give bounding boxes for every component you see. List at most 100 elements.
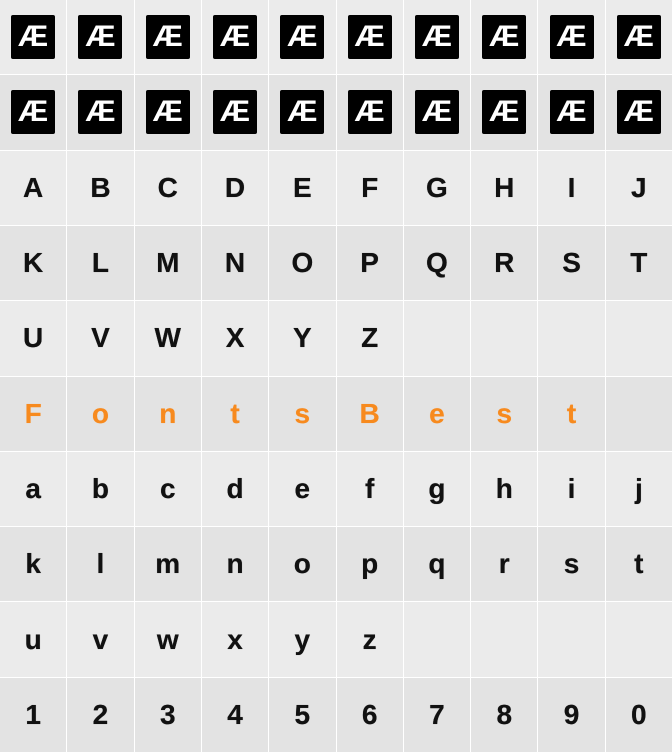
glyph-cell: a — [0, 452, 66, 526]
glyph-cell: 4 — [202, 678, 268, 752]
glyph-char: 9 — [564, 699, 580, 731]
ae-glyph-box: Æ — [280, 90, 324, 134]
glyph-char: C — [158, 172, 178, 204]
glyph-cell: M — [135, 226, 201, 300]
glyph-char: B — [90, 172, 110, 204]
glyph-char: 8 — [496, 699, 512, 731]
glyph-cell — [471, 301, 537, 375]
glyph-cell: 5 — [269, 678, 335, 752]
glyph-char: b — [92, 473, 109, 505]
glyph-cell: S — [538, 226, 604, 300]
glyph-char: L — [92, 247, 109, 279]
glyph-char: w — [157, 624, 179, 656]
glyph-char: e — [429, 398, 445, 430]
glyph-char: H — [494, 172, 514, 204]
glyph-cell: e — [404, 377, 470, 451]
glyph-cell — [606, 377, 672, 451]
glyph-char: 2 — [93, 699, 109, 731]
glyph-cell — [538, 602, 604, 676]
glyph-cell: k — [0, 527, 66, 601]
glyph-cell: t — [538, 377, 604, 451]
glyph-cell: c — [135, 452, 201, 526]
glyph-char: u — [25, 624, 42, 656]
glyph-cell — [538, 301, 604, 375]
glyph-char: N — [225, 247, 245, 279]
glyph-cell: 3 — [135, 678, 201, 752]
glyph-cell: Æ — [269, 0, 335, 74]
ae-glyph-box: Æ — [146, 90, 190, 134]
glyph-cell: r — [471, 527, 537, 601]
glyph-char: F — [25, 398, 42, 430]
glyph-cell: I — [538, 151, 604, 225]
glyph-cell: Æ — [337, 75, 403, 149]
glyph-char: Y — [293, 322, 312, 354]
glyph-char: P — [360, 247, 379, 279]
font-glyph-grid: ÆÆÆÆÆÆÆÆÆÆÆÆÆÆÆÆÆÆÆÆABCDEFGHIJKLMNOPQRST… — [0, 0, 672, 752]
glyph-char: X — [226, 322, 245, 354]
ae-glyph-box: Æ — [11, 90, 55, 134]
glyph-char: f — [365, 473, 374, 505]
glyph-char: 6 — [362, 699, 378, 731]
glyph-cell: F — [0, 377, 66, 451]
glyph-char: t — [230, 398, 239, 430]
glyph-cell — [606, 301, 672, 375]
glyph-cell: p — [337, 527, 403, 601]
glyph-cell: 6 — [337, 678, 403, 752]
glyph-cell: Æ — [202, 0, 268, 74]
glyph-cell: Q — [404, 226, 470, 300]
glyph-cell: Æ — [471, 0, 537, 74]
glyph-cell: Z — [337, 301, 403, 375]
glyph-cell: Æ — [538, 0, 604, 74]
glyph-char: I — [568, 172, 576, 204]
glyph-char: g — [428, 473, 445, 505]
ae-glyph-box: Æ — [482, 15, 526, 59]
glyph-cell: 2 — [67, 678, 133, 752]
glyph-cell: l — [67, 527, 133, 601]
ae-glyph-box: Æ — [213, 90, 257, 134]
glyph-cell: q — [404, 527, 470, 601]
glyph-cell: R — [471, 226, 537, 300]
glyph-cell: T — [606, 226, 672, 300]
glyph-char: c — [160, 473, 176, 505]
glyph-cell: w — [135, 602, 201, 676]
ae-glyph-box: Æ — [617, 15, 661, 59]
ae-glyph-box: Æ — [11, 15, 55, 59]
glyph-char: k — [25, 548, 41, 580]
ae-glyph-box: Æ — [280, 15, 324, 59]
glyph-char: G — [426, 172, 448, 204]
glyph-char: F — [361, 172, 378, 204]
glyph-char: y — [295, 624, 311, 656]
glyph-cell: i — [538, 452, 604, 526]
glyph-cell: Æ — [404, 75, 470, 149]
glyph-cell: s — [269, 377, 335, 451]
glyph-cell: n — [202, 527, 268, 601]
ae-glyph-box: Æ — [550, 15, 594, 59]
glyph-cell: g — [404, 452, 470, 526]
glyph-cell: H — [471, 151, 537, 225]
glyph-cell: Æ — [337, 0, 403, 74]
glyph-cell — [471, 602, 537, 676]
glyph-char: x — [227, 624, 243, 656]
glyph-char: 4 — [227, 699, 243, 731]
ae-glyph-box: Æ — [348, 90, 392, 134]
glyph-char: e — [295, 473, 311, 505]
glyph-cell: 1 — [0, 678, 66, 752]
glyph-cell: s — [538, 527, 604, 601]
ae-glyph-box: Æ — [550, 90, 594, 134]
glyph-cell: 9 — [538, 678, 604, 752]
glyph-cell: Æ — [0, 75, 66, 149]
glyph-cell: Æ — [471, 75, 537, 149]
glyph-char: 1 — [25, 699, 41, 731]
glyph-cell: J — [606, 151, 672, 225]
glyph-cell: Æ — [0, 0, 66, 74]
glyph-cell: 0 — [606, 678, 672, 752]
glyph-cell: A — [0, 151, 66, 225]
glyph-cell: G — [404, 151, 470, 225]
glyph-cell — [606, 602, 672, 676]
glyph-char: a — [25, 473, 41, 505]
glyph-cell: Æ — [67, 75, 133, 149]
glyph-cell — [404, 602, 470, 676]
glyph-char: q — [428, 548, 445, 580]
glyph-char: M — [156, 247, 179, 279]
glyph-char: R — [494, 247, 514, 279]
